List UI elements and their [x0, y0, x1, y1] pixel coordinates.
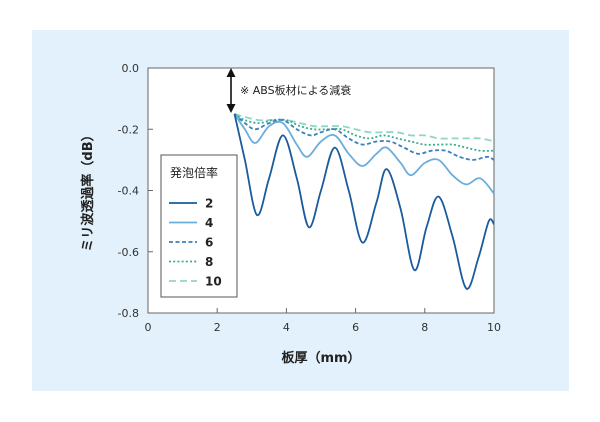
x-tick-label: 2 [214, 321, 221, 334]
axis-layer: 0 2 4 6 8 10 0.0 -0.2 -0.4 -0.6 -0.8 [118, 62, 501, 334]
annotation: ※ ABS板材による減衰 [226, 68, 351, 113]
series-line-2 [233, 113, 495, 290]
legend: 発泡倍率 2 4 6 8 10 [160, 154, 238, 298]
legend-title: 発泡倍率 [170, 165, 218, 180]
series-line-4 [233, 113, 495, 195]
y-tick-label: -0.4 [118, 185, 139, 198]
y-tick-label: -0.8 [118, 307, 139, 320]
annotation-arrowhead-top [226, 68, 236, 77]
legend-label-2: 2 [205, 197, 213, 211]
legend-box [160, 154, 238, 298]
annotation-text: ※ ABS板材による減衰 [240, 83, 351, 97]
x-tick-label: 0 [145, 321, 152, 334]
y-tick-label: -0.6 [118, 246, 139, 259]
legend-label-6: 6 [205, 236, 213, 250]
x-axis-title: 板厚（mm） [281, 350, 360, 366]
legend-label-10: 10 [205, 275, 222, 289]
series-layer [233, 113, 495, 290]
y-axis-title: ミリ波透過率（dB） [80, 128, 96, 251]
legend-label-8: 8 [205, 255, 213, 269]
series-line-8 [234, 113, 495, 152]
x-tick-label: 8 [421, 321, 428, 334]
legend-items: 2 4 6 8 10 [169, 197, 222, 289]
series-line-6 [233, 113, 495, 161]
y-tick-label: -0.2 [118, 123, 139, 136]
x-tick-label: 6 [352, 321, 359, 334]
x-tick-label: 4 [283, 321, 290, 334]
annotation-arrowhead-bottom [226, 104, 236, 113]
y-tick-label: 0.0 [122, 62, 140, 75]
x-tick-label: 10 [487, 321, 501, 334]
legend-label-4: 4 [205, 216, 213, 230]
